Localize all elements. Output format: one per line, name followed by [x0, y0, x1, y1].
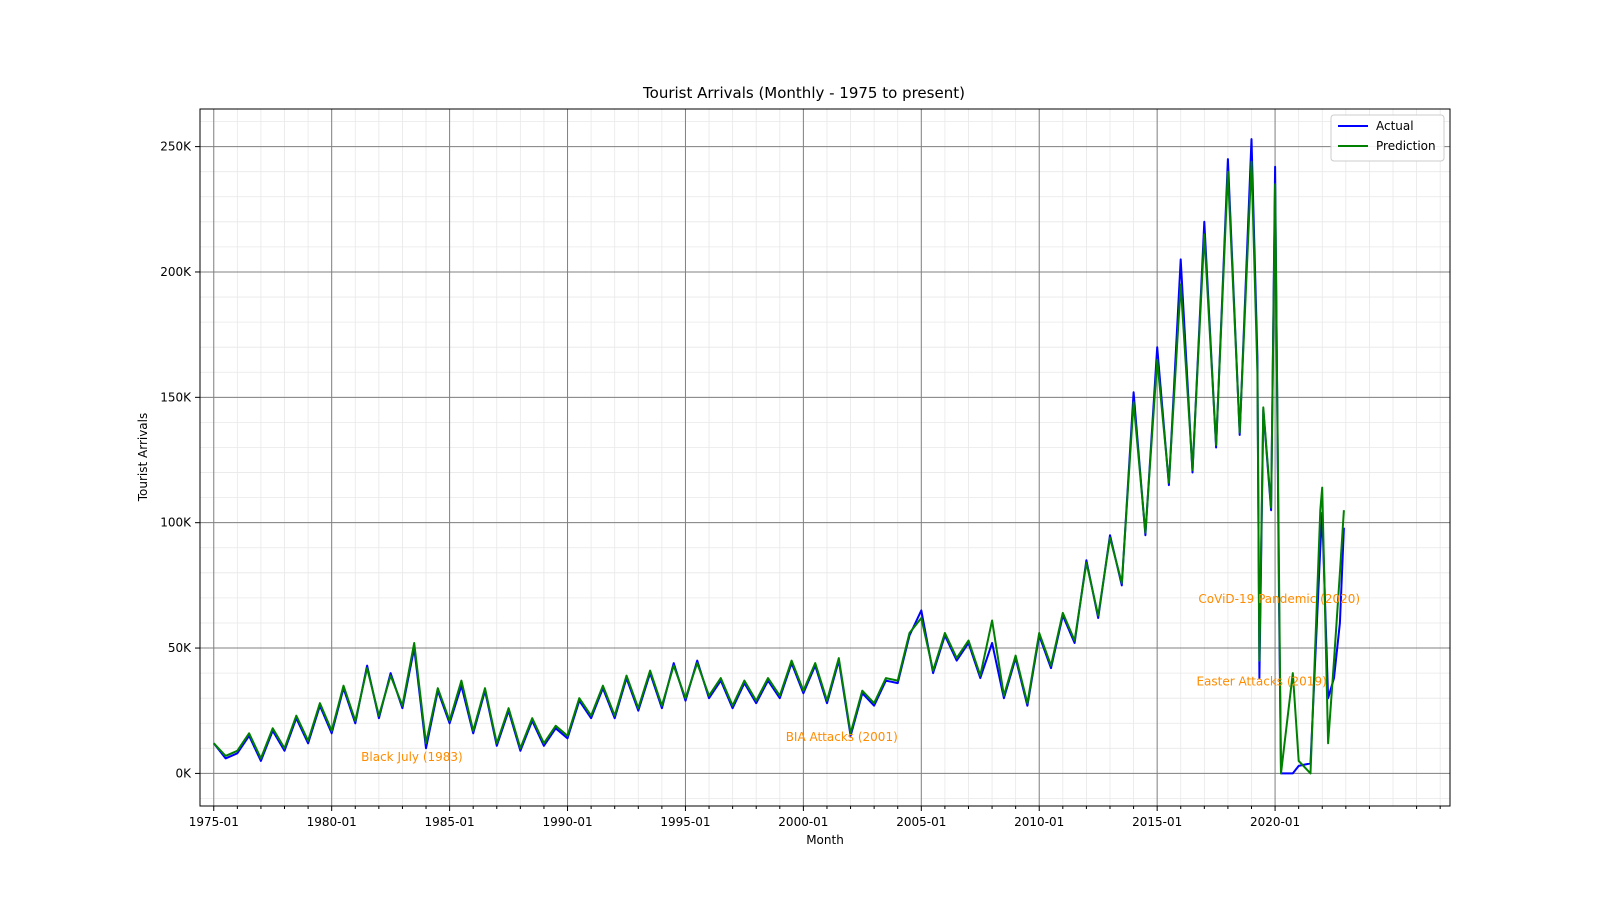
- y-tick-label: 50K: [168, 641, 192, 655]
- annotation-label: Easter Attacks (2019): [1196, 675, 1326, 689]
- grid: [200, 109, 1450, 806]
- y-tick-label: 100K: [160, 516, 192, 530]
- x-tick-label: 2020-01: [1250, 815, 1300, 829]
- x-tick-label: 2015-01: [1132, 815, 1182, 829]
- y-tick-label: 200K: [160, 265, 192, 279]
- series-line-prediction: [213, 160, 1345, 775]
- legend-label-actual: Actual: [1376, 119, 1414, 133]
- y-tick-label: 150K: [160, 390, 192, 404]
- axis-ticks: 1975-01 1980-01 1985-01 1990-01 1995-01 2000-…: [160, 140, 1441, 829]
- x-tick-label: 2010-01: [1014, 815, 1064, 829]
- x-tick-label: 1985-01: [425, 815, 475, 829]
- x-tick-label: 1995-01: [660, 815, 710, 829]
- annotation-label: Black July (1983): [361, 750, 463, 764]
- annotation-label: CoViD-19 Pandemic (2020): [1198, 592, 1360, 606]
- x-tick-label: 1975-01: [189, 815, 239, 829]
- x-tick-label: 2000-01: [778, 815, 828, 829]
- x-axis-label: Month: [806, 833, 844, 847]
- y-axis-label: Tourist Arrivals: [136, 413, 150, 503]
- chart-title: Tourist Arrivals (Monthly - 1975 to pres…: [642, 84, 965, 102]
- legend: Actual Prediction: [1330, 114, 1445, 162]
- legend-label-prediction: Prediction: [1376, 139, 1436, 153]
- y-tick-label: 250K: [160, 140, 192, 154]
- series-lines: [213, 138, 1345, 775]
- plot-area-frame: [199, 108, 1451, 807]
- y-tick-label: 0K: [175, 766, 192, 780]
- annotation-label: BIA Attacks (2001): [786, 730, 898, 744]
- x-tick-label: 1990-01: [542, 815, 592, 829]
- x-tick-label: 1980-01: [307, 815, 357, 829]
- annotations: Black July (1983) BIA Attacks (2001) Easte…: [361, 592, 1360, 764]
- x-tick-label: 2005-01: [896, 815, 946, 829]
